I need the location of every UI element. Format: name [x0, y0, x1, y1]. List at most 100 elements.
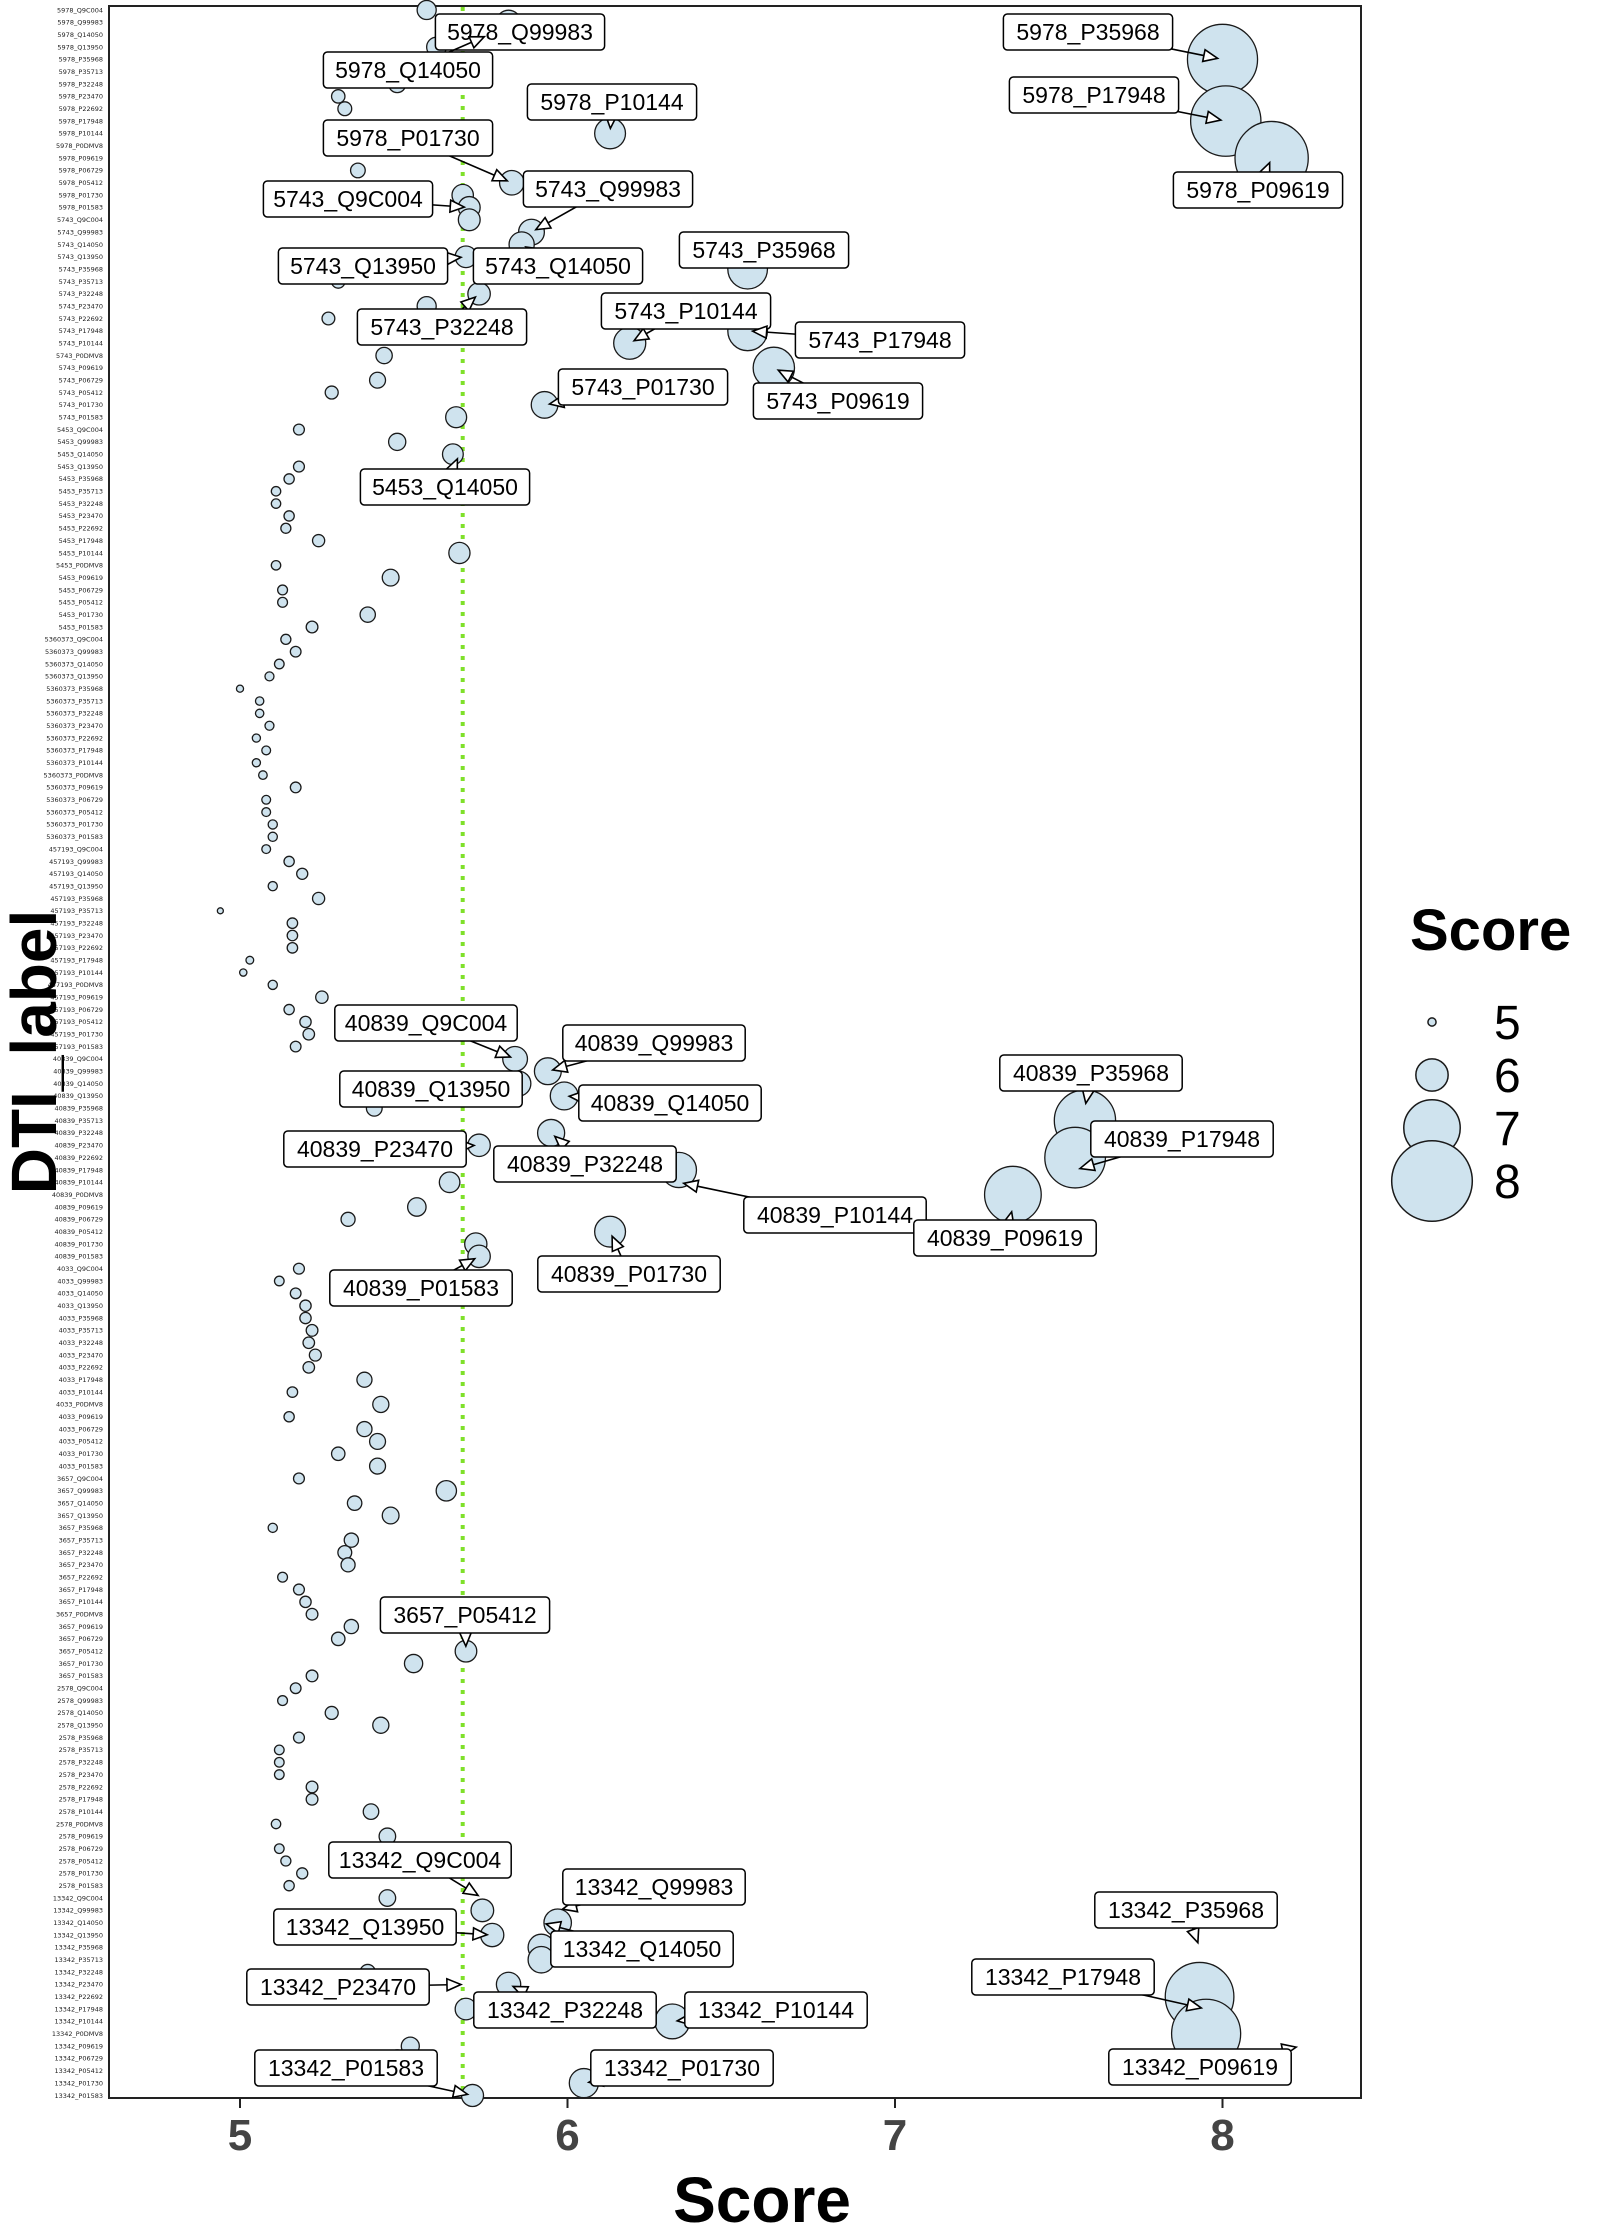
y-tick-label: 2578_P32248	[59, 1759, 103, 1767]
y-tick-label: 40839_P32248	[54, 1129, 103, 1137]
annotation-box	[339, 1070, 523, 1108]
data-point	[983, 1165, 1042, 1224]
annotation-label: 5978_P10144	[540, 89, 683, 115]
y-tick-label: 457193_Q9C004	[49, 845, 103, 853]
data-point	[349, 162, 366, 179]
data-point	[264, 671, 275, 682]
annotation-label: 13342_P01730	[604, 2055, 760, 2081]
data-point	[273, 1275, 285, 1287]
annotation-label: 5743_P01730	[571, 374, 714, 400]
annotation-5978_q14050: 5978_Q14050	[322, 35, 494, 89]
data-point	[270, 498, 282, 509]
y-tick-label: 4033_P23470	[59, 1351, 103, 1359]
annotation-box	[537, 1255, 721, 1293]
y-tick-label: 5360373_P01730	[46, 821, 103, 829]
y-tick-label: 5743_P06729	[59, 377, 103, 385]
y-tick-label: 5360373_P01583	[46, 833, 103, 841]
annotation-box	[1108, 2048, 1292, 2086]
points-group	[216, 0, 1309, 2108]
data-point	[277, 1695, 289, 1707]
annotation-label: 13342_P17948	[985, 1964, 1141, 1990]
y-tick-label: 5743_P17948	[59, 327, 103, 335]
y-tick-label: 13342_Q99983	[53, 1907, 103, 1915]
legend-label-5: 5	[1494, 997, 1521, 1050]
y-tick-label: 4033_P22692	[59, 1364, 103, 1372]
y-tick-label: 3657_P01730	[59, 1660, 103, 1668]
data-point	[292, 423, 306, 436]
annotation-13342_q99983: 13342_Q99983	[560, 1868, 746, 1913]
data-point	[375, 346, 393, 365]
annotation-box	[356, 308, 528, 346]
data-point	[245, 955, 255, 965]
annotation-40839_q14050: 40839_Q14050	[567, 1084, 762, 1122]
annotation-box	[913, 1219, 1097, 1257]
y-tick-label: 5453_P35968	[59, 475, 103, 483]
data-point	[261, 844, 272, 855]
y-tick-label: 5360373_P06729	[46, 796, 103, 804]
annotation-13342_q14050: 13342_Q14050	[544, 1920, 734, 1968]
annotation-arrowhead	[458, 1257, 477, 1273]
annotation-box	[600, 292, 772, 330]
annotation-5978_p17948: 5978_P17948	[1008, 76, 1223, 125]
annotation-label: 5743_Q14050	[485, 253, 631, 279]
data-point	[594, 1215, 627, 1248]
annotation-label: 13342_Q9C004	[339, 1847, 502, 1873]
data-point	[289, 1682, 302, 1695]
y-tick-label: 5978_P10144	[59, 130, 103, 138]
y-tick-label: 5360373_Q9C004	[45, 636, 103, 644]
annotation-arrowhead	[459, 295, 477, 313]
annotation-arrowhead	[461, 1881, 480, 1897]
annotation-arrowhead	[471, 1926, 490, 1941]
data-point	[283, 473, 295, 485]
annotation-40839_q9c004: 40839_Q9C004	[334, 1004, 518, 1059]
y-tick-label: 4033_P01583	[59, 1462, 103, 1470]
data-point	[302, 1360, 316, 1374]
y-tick-label: 5360373_Q14050	[45, 660, 103, 668]
annotation-arrowhead	[467, 35, 487, 50]
annotation-box	[684, 1991, 868, 2029]
data-point	[368, 1457, 387, 1475]
annotation-40839_p17948: 40839_P17948	[1077, 1120, 1274, 1172]
data-point	[267, 979, 278, 991]
annotation-arrowhead	[534, 216, 553, 231]
y-tick-label: 5743_P01583	[59, 414, 103, 422]
data-point	[343, 1618, 360, 1635]
data-point	[257, 770, 268, 781]
annotation-box	[359, 468, 531, 506]
data-point	[340, 1211, 356, 1227]
data-point	[270, 1818, 282, 1830]
y-tick-label: 5453_P10144	[59, 549, 103, 557]
y-tick-label: 5743_P22692	[59, 315, 103, 323]
y-tick-label: 4033_Q99983	[57, 1277, 103, 1285]
data-point	[283, 1410, 295, 1423]
annotation-box	[246, 1968, 430, 2006]
y-tick-label: 2578_P06729	[59, 1845, 103, 1853]
y-tick-label: 2578_P17948	[59, 1796, 103, 1804]
annotation-label: 13342_P23470	[260, 1974, 416, 2000]
annotation-5978_p10144: 5978_P10144	[526, 83, 698, 131]
annotation-box	[473, 1991, 657, 2029]
y-tick-label: 4033_P09619	[59, 1413, 103, 1421]
data-point	[270, 485, 282, 497]
y-tick-label: 5743_Q14050	[57, 241, 103, 249]
y-tick-label: 13342_Q9C004	[53, 1894, 103, 1902]
annotation-label: 40839_P32248	[507, 1151, 663, 1177]
y-tick-label: 457193_Q99983	[49, 858, 103, 866]
y-tick-label: 3657_P09619	[59, 1623, 103, 1631]
data-point	[321, 311, 336, 326]
data-point	[267, 880, 278, 892]
data-point	[273, 1744, 285, 1756]
y-tick-label: 5453_Q9C004	[57, 426, 103, 434]
annotation-40839_p35968: 40839_P35968	[999, 1054, 1183, 1106]
annotation-box	[283, 1130, 467, 1168]
annotation-box	[550, 1930, 734, 1968]
annotation-label: 5978_P35968	[1016, 19, 1159, 45]
y-tick-label: 4033_P01730	[59, 1450, 103, 1458]
annotation-arrowhead	[750, 325, 768, 340]
data-point	[238, 968, 248, 977]
y-tick-label: 457193_P22692	[50, 944, 103, 952]
annotation-arrowhead	[550, 1059, 569, 1074]
y-tick-label: 13342_P35713	[54, 1956, 103, 1964]
annotation-arrowhead	[681, 1179, 700, 1194]
